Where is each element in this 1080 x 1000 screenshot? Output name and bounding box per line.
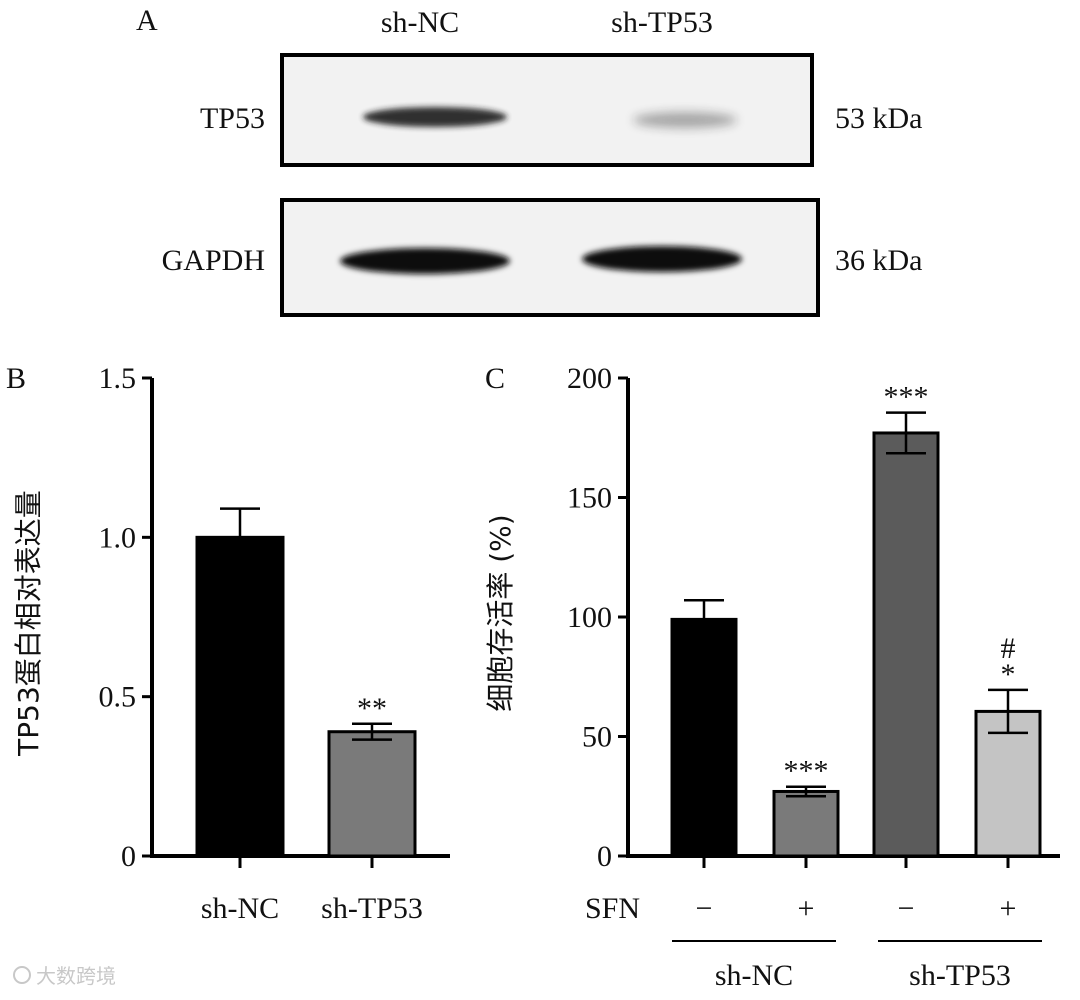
y-tick-label: 50 bbox=[582, 721, 612, 754]
blot-protein-tp53: TP53 bbox=[200, 102, 265, 135]
y-tick-label: 0 bbox=[121, 840, 136, 873]
x-tick-label: sh-NC bbox=[201, 892, 279, 925]
sfn-label: SFN bbox=[585, 892, 640, 925]
y-tick-label: 1.5 bbox=[99, 362, 137, 395]
y-tick-label: 0 bbox=[597, 840, 612, 873]
blot-frame-tp53 bbox=[280, 53, 814, 167]
y-tick-label: 100 bbox=[567, 601, 612, 634]
sfn-value: + bbox=[798, 892, 815, 925]
y-tick-label: 150 bbox=[567, 482, 612, 515]
panel-c-letter: C bbox=[485, 362, 505, 395]
blot-band-gapdh-sh-tp53 bbox=[582, 246, 742, 272]
group-label-sh-nc: sh-NC bbox=[715, 959, 793, 992]
y-tick-label: 0.5 bbox=[99, 681, 137, 714]
y-tick-label: 200 bbox=[567, 362, 612, 395]
watermark-logo-icon bbox=[13, 966, 31, 984]
watermark-text: 大数跨境 bbox=[36, 964, 116, 988]
blot-protein-gapdh: GAPDH bbox=[162, 244, 265, 277]
y-tick-label: 1.0 bbox=[99, 521, 137, 554]
watermark: 大数跨境 bbox=[13, 964, 116, 988]
blot-size-tp53: 53 kDa bbox=[835, 102, 922, 135]
significance-label-secondary: # bbox=[1001, 632, 1016, 665]
lane-label-sh-nc: sh-NC bbox=[381, 6, 459, 39]
bar bbox=[195, 535, 285, 858]
bar bbox=[872, 431, 940, 858]
panel-b-chart: B TP53蛋白相对表达量 0 0.5 1.0 1.5 ** sh-NC sh-TP53 bbox=[6, 362, 450, 925]
group-label-sh-tp53: sh-TP53 bbox=[909, 959, 1011, 992]
blot-band-tp53-sh-tp53 bbox=[633, 112, 737, 128]
blot-band-tp53-sh-nc bbox=[363, 107, 507, 127]
sfn-value: + bbox=[1000, 892, 1017, 925]
panel-a-letter: A bbox=[136, 4, 158, 37]
significance-label: * bbox=[1001, 658, 1016, 691]
bar bbox=[772, 789, 840, 858]
sfn-value: − bbox=[898, 892, 915, 925]
panel-b-y-axis-label: TP53蛋白相对表达量 bbox=[12, 490, 45, 757]
panel-c-y-axis-label: 细胞存活率 (%) bbox=[484, 514, 517, 711]
sfn-value: − bbox=[696, 892, 713, 925]
significance-label: *** bbox=[784, 755, 829, 788]
x-tick-label: sh-TP53 bbox=[321, 892, 423, 925]
panel-a: A sh-NC sh-TP53 TP53 53 kDa GAPDH 36 kDa bbox=[136, 4, 922, 317]
lane-label-sh-tp53: sh-TP53 bbox=[611, 6, 713, 39]
blot-size-gapdh: 36 kDa bbox=[835, 244, 922, 277]
bar bbox=[670, 617, 738, 858]
bar bbox=[327, 730, 417, 858]
significance-label: *** bbox=[884, 381, 929, 414]
blot-band-gapdh-sh-nc bbox=[340, 248, 510, 274]
panel-b-letter: B bbox=[6, 362, 26, 395]
significance-label: ** bbox=[357, 692, 387, 725]
bar bbox=[974, 709, 1042, 858]
